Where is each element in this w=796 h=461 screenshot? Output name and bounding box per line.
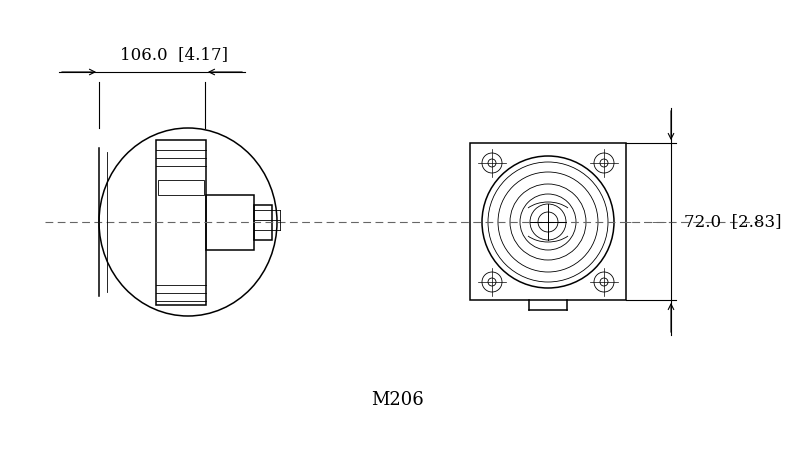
Bar bbox=[156, 140, 206, 305]
Text: 72.0  [2.83]: 72.0 [2.83] bbox=[685, 213, 782, 230]
Bar bbox=[470, 143, 626, 300]
Text: M206: M206 bbox=[372, 391, 424, 409]
Text: 106.0  [4.17]: 106.0 [4.17] bbox=[120, 47, 228, 64]
Bar bbox=[254, 205, 272, 240]
Bar bbox=[158, 180, 204, 195]
Bar bbox=[206, 195, 254, 250]
